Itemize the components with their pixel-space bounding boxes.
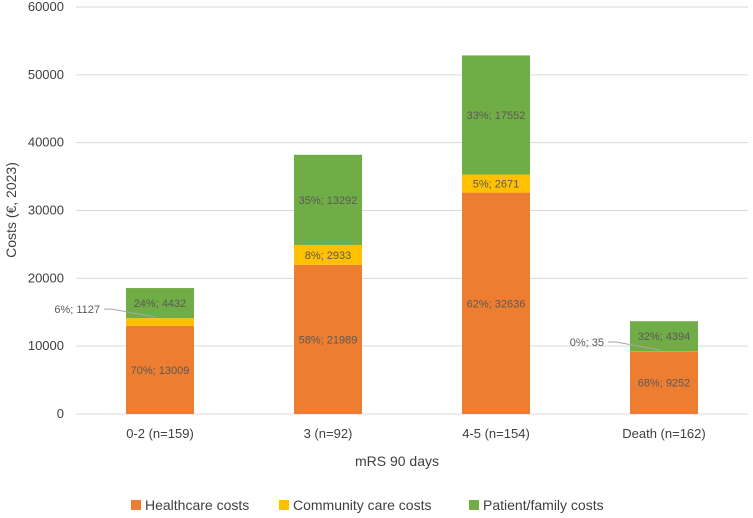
- bar-segment-patient-family-costs: [294, 154, 362, 245]
- x-axis-title: mRS 90 days: [355, 453, 439, 469]
- data-label: 70%; 13009: [131, 365, 190, 377]
- label-leader-line: [608, 341, 661, 351]
- bar-segment-healthcare-costs: [630, 351, 698, 414]
- y-tick-label: 60000: [28, 0, 64, 14]
- legend-swatch: [131, 500, 141, 510]
- data-label: 5%; 2671: [473, 179, 519, 191]
- bar-segment-community-care-costs: [126, 318, 194, 326]
- bar-segment-community-care-costs: [294, 244, 362, 265]
- bars: [126, 55, 698, 414]
- data-label: 68%; 9252: [638, 378, 691, 390]
- legend-swatch: [279, 500, 289, 510]
- bar-segment-patient-family-costs: [462, 55, 530, 175]
- bar-segment-patient-family-costs: [126, 288, 194, 319]
- data-label: 32%; 4394: [638, 331, 691, 343]
- legend-label: Patient/family costs: [483, 497, 604, 513]
- legend-swatch: [469, 500, 479, 510]
- bar-segment-community-care-costs: [462, 174, 530, 193]
- bar-segment-patient-family-costs: [630, 321, 698, 352]
- bar-segment-healthcare-costs: [294, 264, 362, 414]
- x-tick-label: 0-2 (n=159): [126, 426, 194, 441]
- data-label: 6%; 1127: [54, 304, 100, 316]
- data-label: 62%; 32636: [467, 298, 526, 310]
- data-label: 33%; 17552: [467, 110, 526, 122]
- legend: Healthcare costs Community care costs Pati…: [131, 497, 604, 513]
- data-label: 24%; 4432: [134, 298, 187, 310]
- data-label: 58%; 21989: [299, 334, 358, 346]
- x-tick-label: 4-5 (n=154): [462, 426, 530, 441]
- y-axis-title: Costs (€, 2023): [3, 162, 19, 258]
- data-label: 35%; 13292: [299, 195, 358, 207]
- y-tick-label: 10000: [28, 338, 64, 353]
- x-tick-label: 3 (n=92): [304, 426, 353, 441]
- bar-segment-healthcare-costs: [126, 325, 194, 414]
- x-tick-label: Death (n=162): [622, 426, 705, 441]
- data-label: 8%; 2933: [305, 250, 351, 262]
- legend-label: Community care costs: [293, 497, 431, 513]
- x-axis-ticks: 0-2 (n=159) 3 (n=92) 4-5 (n=154) Death (n=1…: [126, 426, 706, 441]
- data-labels: 70%; 13009 6%; 1127 24%; 4432 58%; 21989 8%;…: [54, 110, 690, 390]
- y-tick-label: 20000: [28, 270, 64, 285]
- label-leader-line: [104, 308, 157, 318]
- y-tick-label: 30000: [28, 203, 64, 218]
- y-axis-ticks: 0 10000 20000 30000 40000 50000 60000: [28, 0, 64, 421]
- y-tick-label: 0: [57, 406, 64, 421]
- y-tick-label: 50000: [28, 67, 64, 82]
- y-tick-label: 40000: [28, 135, 64, 150]
- bar-segment-healthcare-costs: [462, 192, 530, 414]
- legend-label: Healthcare costs: [145, 497, 249, 513]
- data-label: 0%; 35: [570, 337, 604, 349]
